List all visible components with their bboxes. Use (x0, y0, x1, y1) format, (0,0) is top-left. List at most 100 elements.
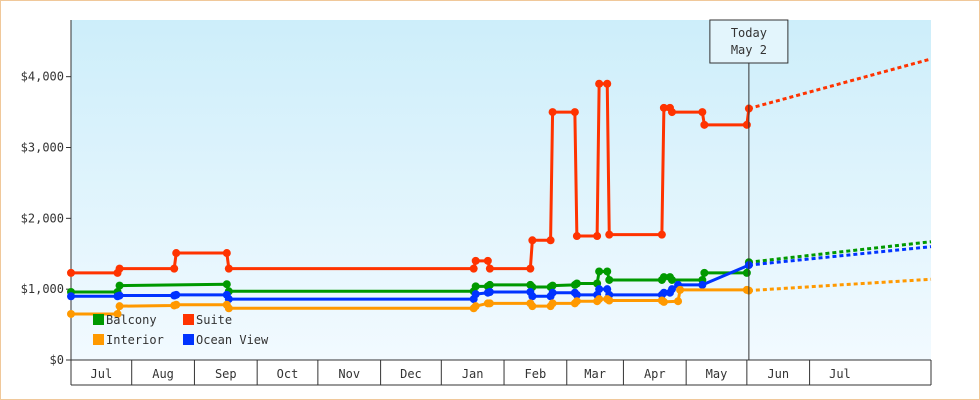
legend-label: Ocean View (196, 333, 269, 347)
data-point (700, 120, 709, 129)
data-point (224, 304, 233, 313)
data-point (485, 264, 494, 273)
data-point (659, 297, 668, 306)
data-point (546, 236, 555, 245)
data-point (471, 282, 480, 291)
data-point (572, 297, 581, 306)
data-point (605, 230, 614, 239)
today-date-label: May 2 (731, 43, 767, 57)
legend-swatch (183, 334, 194, 345)
legend-label: Suite (196, 313, 232, 327)
legend-swatch (93, 314, 104, 325)
data-point (172, 249, 181, 258)
data-point (698, 108, 707, 117)
y-tick-label: $4,000 (21, 70, 64, 84)
data-point (570, 108, 579, 117)
data-point (548, 281, 557, 290)
y-tick-label: $0 (50, 353, 64, 367)
data-point (595, 285, 604, 294)
data-point (667, 285, 676, 294)
data-point (113, 309, 122, 318)
data-point (657, 230, 666, 239)
data-point (667, 275, 676, 284)
data-point (471, 302, 480, 311)
series-ocean-view (67, 245, 932, 304)
data-point (222, 280, 231, 289)
data-point (698, 280, 707, 289)
data-point (659, 288, 668, 297)
data-point (572, 279, 581, 288)
data-point (548, 299, 557, 308)
data-point (115, 281, 124, 290)
data-point (528, 236, 537, 245)
data-point (224, 264, 233, 273)
data-point (67, 292, 75, 301)
data-point (548, 108, 557, 117)
data-point (471, 290, 480, 299)
x-tick-label: Aug (152, 367, 174, 381)
data-point (115, 291, 124, 300)
legend-label: Interior (106, 333, 164, 347)
today-marker: Today May 2 (709, 19, 789, 360)
data-point (603, 79, 612, 88)
data-point (528, 302, 537, 311)
data-point (485, 280, 494, 289)
data-point (605, 296, 614, 305)
forecast-line (748, 57, 932, 110)
x-tick-label: Nov (338, 367, 360, 381)
data-point (595, 79, 604, 88)
data-point (593, 232, 602, 241)
x-tick-label: Jun (767, 367, 789, 381)
y-tick-label: $3,000 (21, 141, 64, 155)
forecast-line (748, 240, 932, 264)
data-point (742, 120, 751, 129)
legend-label: Balcony (106, 313, 157, 327)
x-tick-label: Apr (644, 367, 666, 381)
data-point (676, 285, 685, 294)
x-tick-label: Oct (277, 367, 299, 381)
legend-swatch (183, 314, 194, 325)
data-point (603, 267, 612, 276)
data-point (172, 290, 181, 299)
data-point (483, 256, 492, 265)
x-axis: Jul Aug Sep Oct Nov Dec Jan Feb Mar Apr May Jun Jul (71, 359, 932, 386)
data-point (67, 268, 75, 277)
data-point (115, 264, 124, 273)
data-point (115, 302, 124, 311)
today-label: Today (731, 26, 767, 40)
x-tick-label: Mar (584, 367, 606, 381)
data-point (170, 264, 179, 273)
x-tick-label: Jan (462, 367, 484, 381)
data-point (548, 288, 557, 297)
x-tick-label: May (706, 367, 728, 381)
data-point (667, 108, 676, 117)
data-point (674, 297, 683, 306)
data-point (605, 275, 614, 284)
y-tick-label: $1,000 (21, 282, 64, 296)
legend: Balcony Suite Interior Ocean View (93, 313, 269, 347)
plot-background (71, 20, 931, 360)
data-point (595, 267, 604, 276)
data-point (172, 300, 181, 309)
data-point (572, 232, 581, 241)
forecast-line (748, 277, 932, 293)
data-point (742, 268, 751, 277)
data-point (67, 309, 75, 318)
x-tick-label: Sep (215, 367, 237, 381)
x-tick-label: Jul (829, 367, 851, 381)
data-point (595, 295, 604, 304)
data-point (700, 268, 709, 277)
data-point (659, 103, 668, 112)
y-axis: $0 $1,000 $2,000 $3,000 $4,000 (21, 20, 72, 385)
data-point (572, 290, 581, 299)
data-point (526, 264, 535, 273)
y-tick-label: $2,000 (21, 211, 64, 225)
series-suite (67, 57, 932, 277)
forecast-line (748, 245, 932, 267)
legend-swatch (93, 334, 104, 345)
data-point (659, 273, 668, 282)
data-point (471, 256, 480, 265)
today-label-box (709, 19, 789, 64)
data-point (222, 249, 231, 258)
